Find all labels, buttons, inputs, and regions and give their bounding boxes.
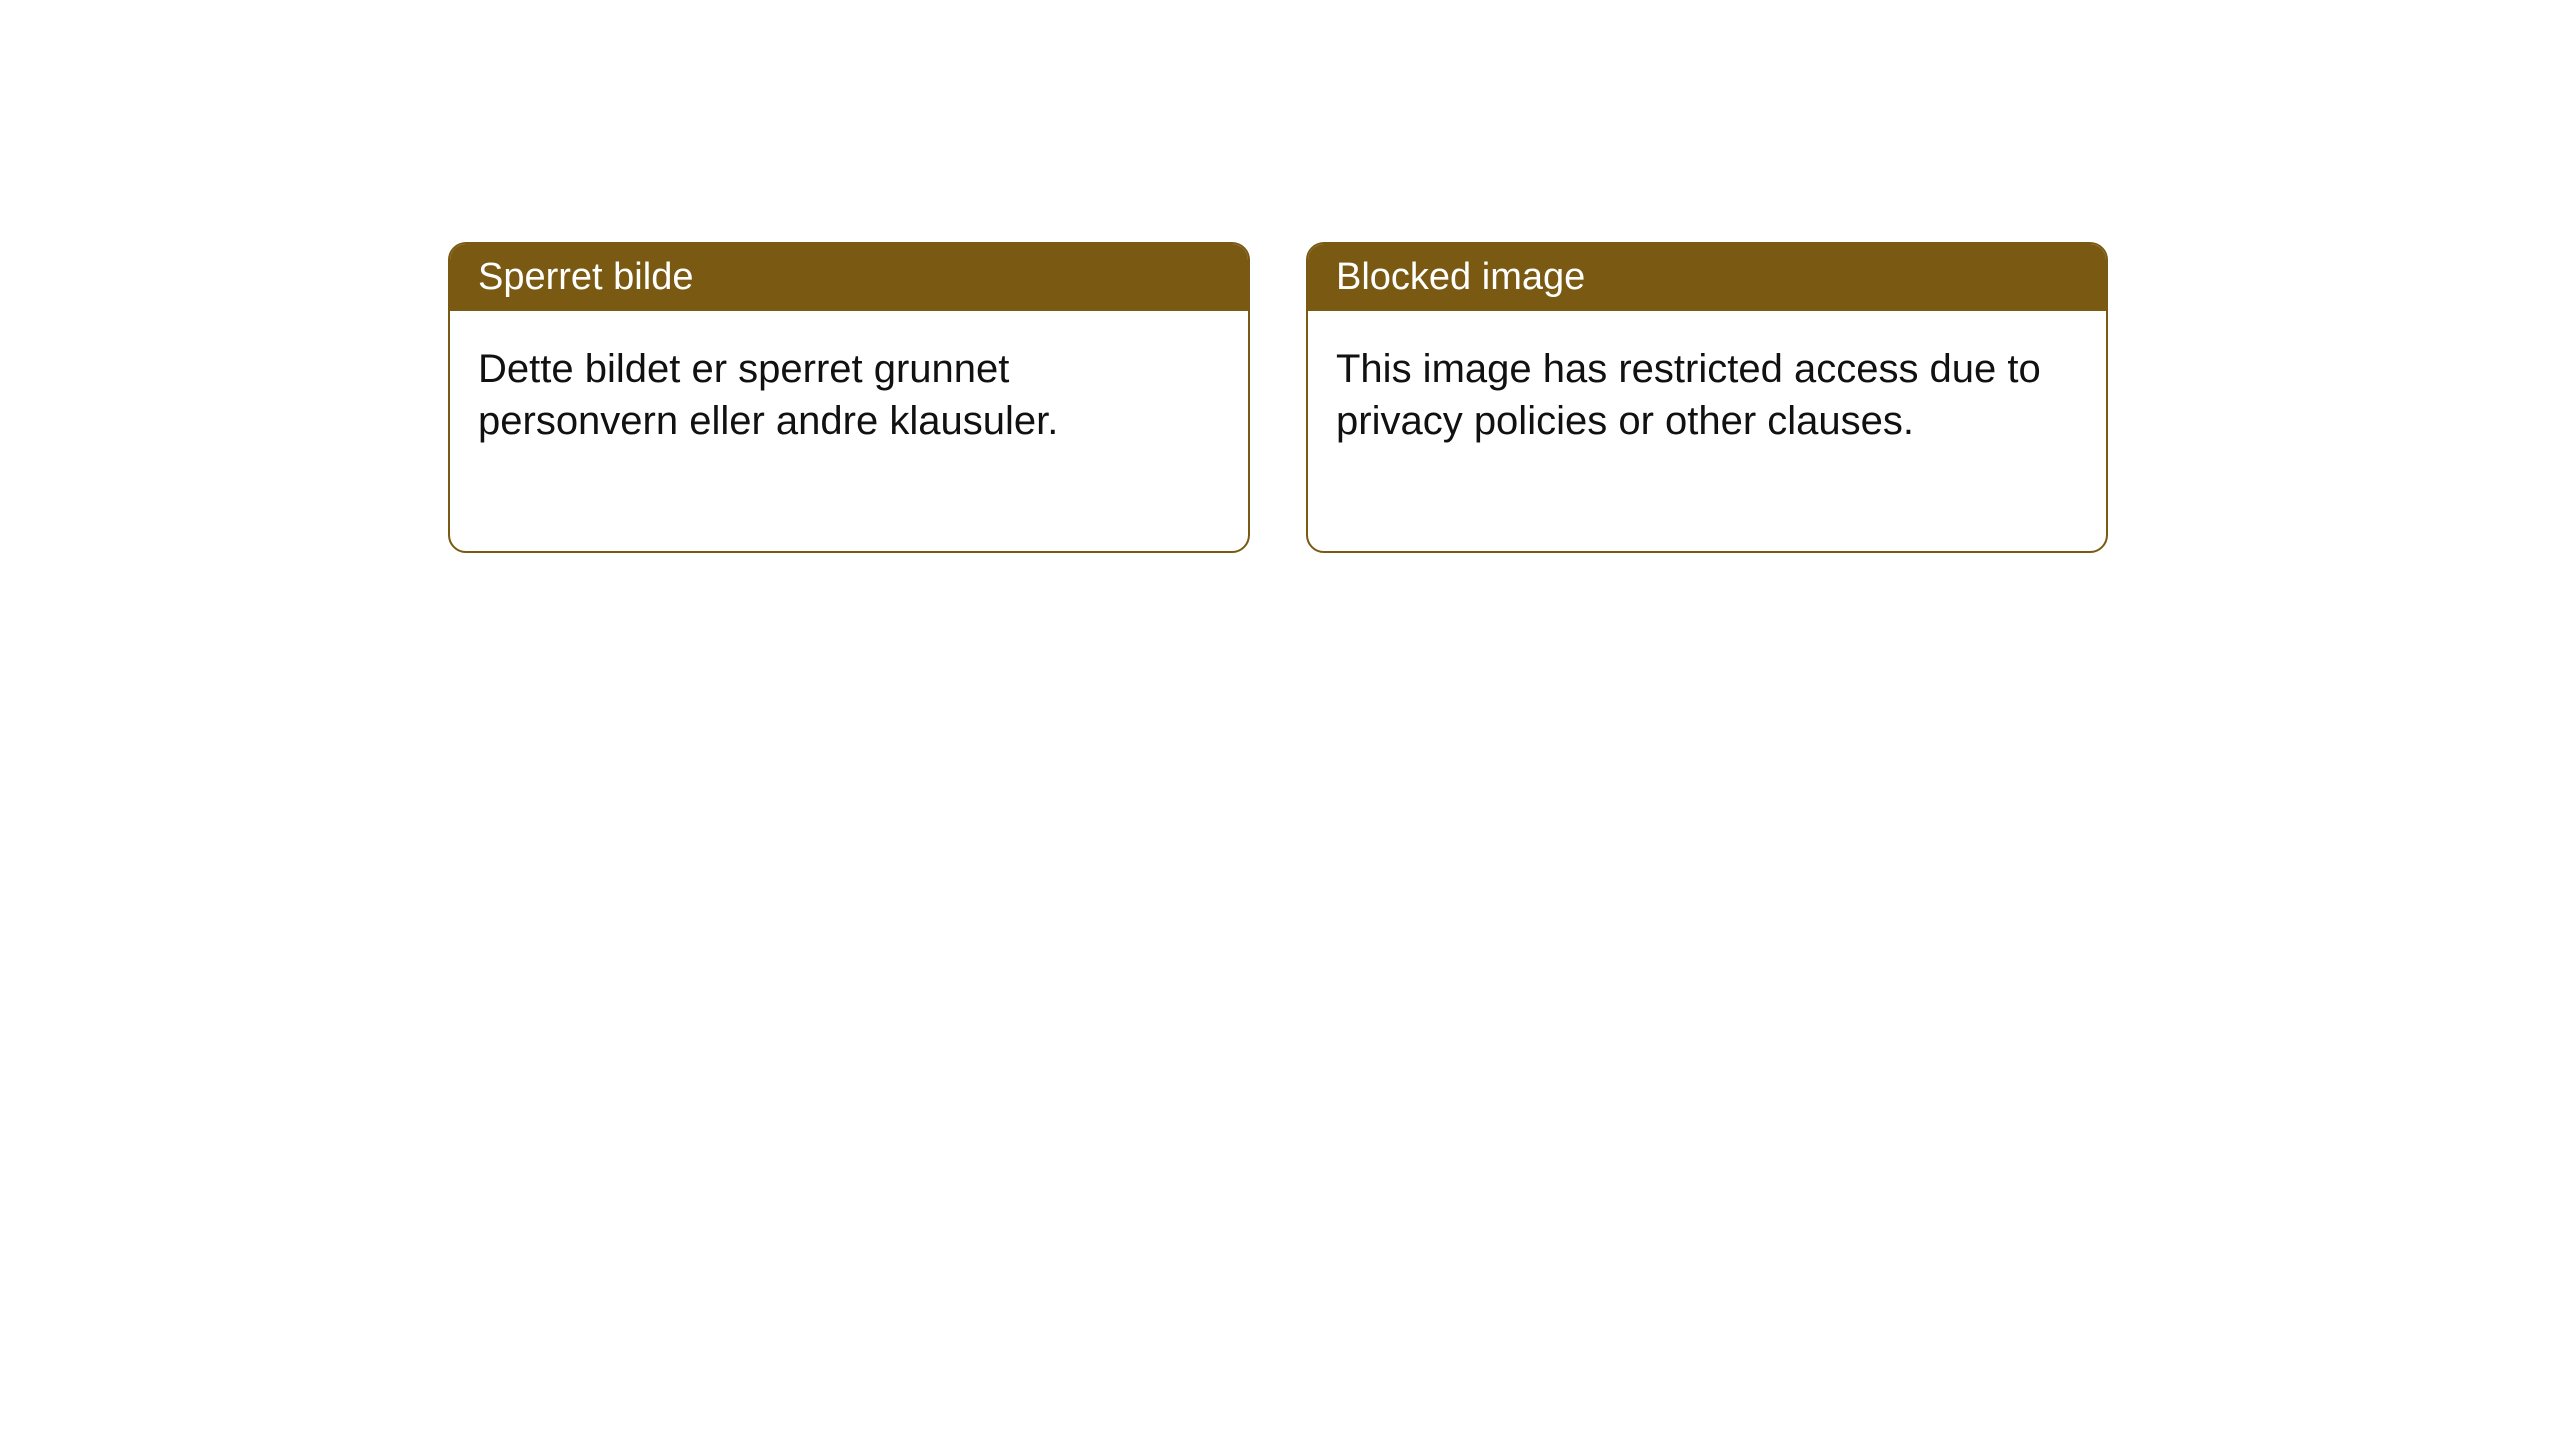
notice-cards-container: Sperret bilde Dette bildet er sperret gr… <box>448 242 2108 553</box>
card-title: Blocked image <box>1336 256 1585 298</box>
notice-card-norwegian: Sperret bilde Dette bildet er sperret gr… <box>448 242 1250 553</box>
card-body: This image has restricted access due to … <box>1308 311 2106 551</box>
card-body: Dette bildet er sperret grunnet personve… <box>450 311 1248 551</box>
card-body-text: This image has restricted access due to … <box>1336 347 2041 443</box>
card-title: Sperret bilde <box>478 256 693 298</box>
card-header: Sperret bilde <box>450 244 1248 311</box>
card-header: Blocked image <box>1308 244 2106 311</box>
card-body-text: Dette bildet er sperret grunnet personve… <box>478 347 1058 443</box>
notice-card-english: Blocked image This image has restricted … <box>1306 242 2108 553</box>
